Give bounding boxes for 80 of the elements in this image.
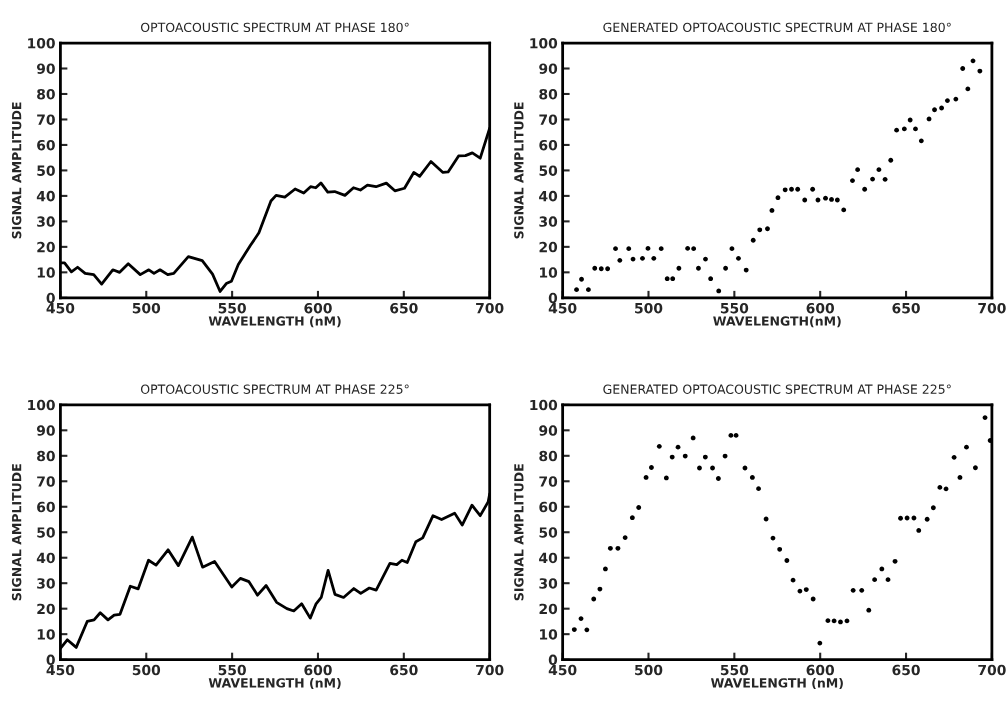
x-tick-label: 700: [978, 664, 1006, 676]
y-tick-label: 30: [539, 216, 558, 227]
y-axis-title: SIGNAL AMPLITUDE: [514, 464, 524, 601]
y-tick-label: 50: [539, 165, 558, 176]
y-tick-label: 20: [539, 603, 558, 615]
y-tick-label: 50: [539, 527, 558, 538]
x-tick-label: 500: [635, 664, 663, 676]
x-tick-label: 600: [304, 302, 332, 314]
y-tick-label: 40: [539, 552, 558, 564]
chart-title: OPTOACOUSTIC SPECTRUM AT PHASE 225°: [140, 384, 409, 394]
y-tick-label: 30: [37, 216, 55, 227]
chart-title: OPTOACOUSTIC SPECTRUM AT PHASE 180°: [140, 22, 409, 33]
y-tick-label: 10: [540, 629, 558, 640]
y-tick-label: 80: [37, 450, 55, 462]
y-tick-label: 100: [530, 37, 558, 49]
y-tick-label: 30: [539, 578, 558, 589]
y-tick-label: 0: [46, 292, 55, 304]
chart-title: GENERATED OPTOACOUSTIC SPECTRUM AT PHASE 180°: [603, 22, 951, 33]
x-axis-title: WAVELENGTH (nM): [208, 677, 341, 690]
y-tick-label: 70: [37, 114, 55, 125]
x-tick-label: 600: [304, 664, 332, 676]
y-tick-label: 100: [28, 37, 55, 49]
y-tick-label: 70: [37, 476, 55, 487]
x-tick-label: 550: [720, 664, 749, 676]
y-tick-label: 20: [37, 603, 55, 615]
y-tick-label: 20: [37, 241, 55, 253]
y-tick-label: 100: [28, 399, 55, 411]
y-tick-label: 0: [46, 654, 55, 666]
y-tick-label: 20: [539, 241, 558, 253]
x-tick-label: 700: [978, 302, 1006, 314]
y-axis-title: SIGNAL AMPLITUDE: [514, 102, 524, 239]
x-tick-label: 550: [218, 302, 246, 314]
x-tick-label: 550: [720, 302, 749, 314]
y-tick-label: 50: [37, 165, 55, 176]
y-tick-label: 0: [548, 292, 558, 304]
y-tick-label: 90: [539, 63, 558, 74]
x-tick-label: 650: [390, 302, 418, 314]
y-tick-label: 80: [37, 88, 55, 100]
y-axis-title: SIGNAL AMPLITUDE: [11, 102, 22, 239]
y-tick-label: 80: [539, 88, 558, 100]
y-tick-label: 100: [530, 399, 558, 411]
x-tick-label: 650: [892, 664, 920, 676]
y-tick-label: 10: [37, 629, 55, 640]
x-tick-label: 450: [46, 664, 75, 676]
x-tick-label: 650: [390, 664, 418, 676]
x-tick-label: 450: [548, 302, 577, 314]
x-tick-label: 500: [132, 664, 161, 676]
y-tick-label: 70: [539, 114, 558, 125]
y-tick-label: 50: [37, 527, 55, 538]
y-tick-label: 80: [539, 450, 558, 462]
y-tick-label: 10: [37, 267, 55, 278]
y-tick-label: 40: [36, 552, 55, 564]
y-tick-label: 70: [539, 476, 558, 487]
x-tick-label: 600: [806, 664, 835, 676]
y-tick-label: 90: [36, 63, 55, 74]
y-tick-label: 40: [36, 190, 55, 202]
x-tick-label: 600: [806, 302, 835, 314]
y-tick-label: 30: [37, 578, 55, 589]
x-tick-label: 450: [548, 664, 577, 676]
y-tick-label: 60: [37, 501, 55, 513]
x-tick-label: 500: [132, 302, 161, 314]
x-tick-label: 450: [46, 302, 75, 314]
x-axis-title: WAVELENGTH (nM): [208, 316, 341, 328]
y-axis-title: SIGNAL AMPLITUDE: [11, 464, 22, 601]
x-tick-label: 650: [892, 302, 920, 314]
y-tick-label: 90: [539, 425, 558, 436]
x-tick-label: 700: [476, 302, 504, 314]
x-tick-label: 550: [218, 664, 246, 676]
y-tick-label: 10: [540, 267, 558, 278]
x-axis-title: WAVELENGTH(nM): [713, 316, 841, 328]
y-tick-label: 60: [539, 139, 558, 151]
y-tick-label: 40: [539, 190, 558, 202]
chart-title: GENERATED OPTOACOUSTIC SPECTRUM AT PHASE 225°: [603, 384, 951, 394]
y-tick-label: 60: [539, 501, 558, 513]
x-tick-label: 500: [635, 302, 663, 314]
y-tick-label: 90: [36, 425, 55, 436]
y-tick-label: 60: [37, 139, 55, 151]
x-tick-label: 700: [476, 664, 504, 676]
x-axis-title: WAVELENGTH (nM): [710, 677, 843, 690]
y-tick-label: 0: [548, 654, 558, 666]
